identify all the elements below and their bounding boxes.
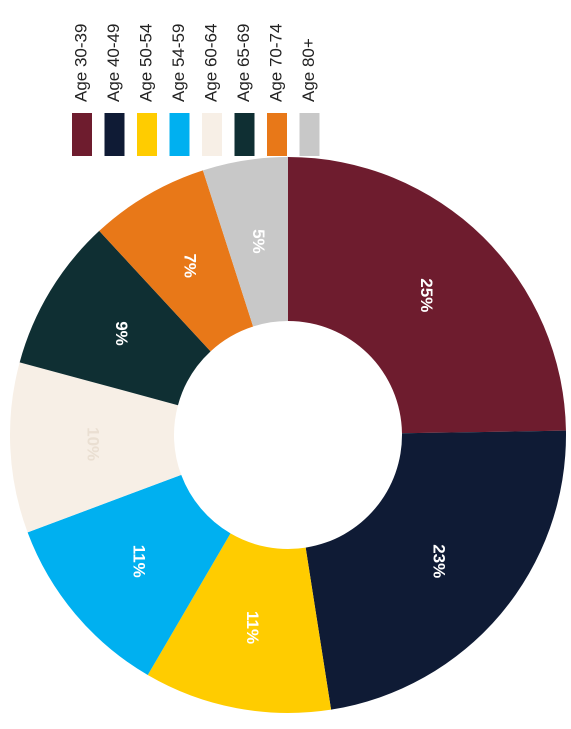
slice-age-40-49 <box>305 430 566 710</box>
slice-age-65-69 <box>19 230 211 406</box>
legend-swatch <box>104 113 125 156</box>
slice-age-54-59 <box>27 474 231 676</box>
legend-label: Age 80+ <box>299 38 318 102</box>
slice-label: 10% <box>84 427 103 461</box>
slice-label: 11% <box>243 611 262 644</box>
legend-label: Age 40-49 <box>104 24 123 102</box>
slice-labels: 25% 23% 11% 11% 10% 9% 7% 5% <box>84 229 449 644</box>
legend-label: Age 30-39 <box>71 24 90 102</box>
slice-age-80- <box>202 157 288 327</box>
legend-label: Age 54-59 <box>169 24 188 102</box>
legend-label: Age 65-69 <box>234 24 253 102</box>
legend-swatch <box>137 113 157 156</box>
donut-slices <box>9 157 566 713</box>
slice-label: 11% <box>130 545 149 578</box>
legend-label: Age 70-74 <box>266 24 285 102</box>
slice-label: 7% <box>181 253 200 278</box>
slice-label: 25% <box>417 278 436 312</box>
legend-swatch <box>202 113 222 156</box>
slice-age-30-39 <box>288 157 566 434</box>
slice-age-60-64 <box>9 362 182 533</box>
legend-swatch <box>169 113 190 156</box>
legend-swatch <box>299 113 320 156</box>
slice-label: 23% <box>429 544 448 578</box>
legend-label: Age 60-64 <box>201 24 220 102</box>
slice-label: 9% <box>112 321 131 346</box>
legend-swatch <box>234 113 255 156</box>
slice-label: 5% <box>249 229 268 254</box>
legend-swatch <box>72 113 92 156</box>
legend-label: Age 50-54 <box>136 24 155 102</box>
slice-age-50-54 <box>147 533 332 713</box>
legend: Age 30-39 Age 40-49 Age 50-54 Age 54-59 Age … <box>71 24 320 156</box>
legend-swatch <box>267 113 287 156</box>
slice-age-70-74 <box>99 170 254 352</box>
